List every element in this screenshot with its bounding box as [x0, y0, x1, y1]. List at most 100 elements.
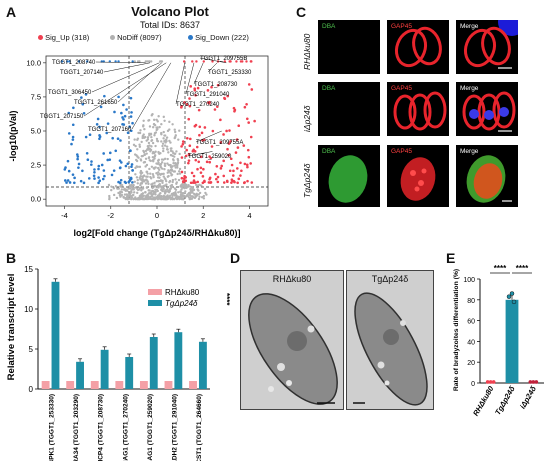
volcano-point — [250, 60, 252, 62]
volcano-point — [130, 191, 132, 193]
volcano-point — [133, 138, 135, 140]
volcano-xtick-label: 0 — [155, 211, 159, 220]
volcano-point — [117, 192, 119, 194]
volcano-point — [214, 173, 217, 176]
volcano-point — [160, 195, 162, 197]
volcano-point — [179, 198, 181, 200]
volcano-point — [139, 184, 141, 186]
volcano-point — [247, 156, 250, 159]
volcano-point — [131, 181, 134, 184]
volcano-point — [152, 142, 154, 144]
volcano-point — [63, 168, 66, 171]
volcano-point — [97, 118, 100, 121]
volcano-point — [152, 126, 154, 128]
volcano-point — [93, 168, 96, 171]
volcano-point — [143, 195, 145, 197]
volcano-point — [136, 188, 138, 190]
volcano-point — [176, 166, 178, 168]
volcano-point — [209, 176, 212, 179]
volcano-point — [172, 179, 174, 181]
bare-y-axis: 0 20 40 60 80 100 — [463, 277, 544, 388]
volcano-leader — [104, 63, 150, 72]
volcano-point — [161, 145, 163, 147]
volcano-point — [220, 167, 223, 170]
em-right: TgΔp24δ — [346, 270, 434, 410]
volcano-point — [192, 149, 195, 152]
volcano-point — [183, 195, 185, 197]
volcano-point — [206, 161, 209, 164]
volcano-point — [138, 60, 140, 62]
bare-ytick-label: 80 — [467, 298, 475, 305]
volcano-ytick-label: 10.0 — [26, 58, 41, 67]
volcano-point — [205, 193, 207, 195]
volcano-point — [171, 165, 173, 167]
volcano-point — [72, 123, 75, 126]
volcano-point — [72, 173, 75, 176]
volcano-point — [175, 134, 177, 136]
barb-category-label: LDH2 (TGGT1_291040) — [171, 394, 178, 461]
volcano-point — [139, 129, 141, 131]
volcano-point — [130, 97, 133, 100]
volcano-point — [182, 192, 184, 194]
volcano-point — [167, 151, 169, 153]
volcano-point — [97, 176, 100, 179]
volcano-point — [154, 132, 156, 134]
volcano-point — [150, 195, 152, 197]
volcano-point — [163, 116, 165, 118]
volcano-point — [72, 138, 75, 141]
volcano-ytick-label: 7.5 — [31, 92, 41, 101]
volcano-point — [215, 178, 218, 181]
barb-bar — [165, 381, 173, 389]
volcano-point — [175, 189, 177, 191]
transcript-bar-chart: Relative transcript level 0 5 10 15 BPK1 (T… — [0, 255, 235, 461]
volcano-point — [187, 162, 190, 165]
volcano-point — [247, 149, 250, 152]
volcano-point — [149, 125, 151, 127]
volcano-point — [232, 174, 235, 177]
volcano-point — [86, 152, 89, 155]
r1-gap45-cells — [387, 20, 449, 74]
volcano-xlabel: log2[Fold change (TgΔp24δ/RHΔku80)] — [74, 228, 241, 238]
bare-datapoint — [492, 380, 496, 384]
volcano-point — [111, 137, 114, 140]
barb-bar — [150, 337, 158, 389]
volcano-point — [139, 166, 141, 168]
bare-datapoint — [510, 292, 514, 296]
volcano-point — [166, 145, 168, 147]
volcano-point — [103, 175, 106, 178]
volcano-point — [163, 168, 165, 170]
volcano-point — [178, 130, 180, 132]
volcano-point — [120, 179, 123, 182]
volcano-point — [171, 150, 173, 152]
volcano-point — [174, 164, 176, 166]
micro-r3-dba: DBA — [318, 145, 380, 207]
volcano-point — [181, 171, 184, 174]
volcano-point — [160, 123, 162, 125]
bare-sig-2: **** — [516, 264, 529, 273]
volcano-point — [172, 159, 174, 161]
volcano-point — [131, 188, 133, 190]
volcano-point — [194, 197, 196, 199]
volcano-gene-label: TGGT1_291040 — [186, 92, 230, 98]
volcano-point — [118, 187, 120, 189]
volcano-point — [143, 128, 145, 130]
volcano-point — [72, 136, 75, 139]
volcano-point — [134, 60, 136, 62]
volcano-point — [150, 145, 152, 147]
volcano-ytick-label: 0.0 — [31, 195, 41, 204]
barb-category-label: BPK1 (TGGT1_253330) — [49, 394, 56, 461]
volcano-point — [194, 125, 197, 128]
volcano-point — [166, 190, 168, 192]
barb-significance: **** — [222, 293, 231, 306]
volcano-xtick-label: -2 — [107, 211, 114, 220]
volcano-point — [204, 188, 206, 190]
volcano-point — [120, 112, 123, 115]
volcano-point — [122, 123, 125, 126]
volcano-point — [126, 193, 128, 195]
barb-legend-rh: RHΔku80 — [165, 288, 200, 297]
volcano-point — [119, 166, 122, 169]
volcano-point — [176, 163, 178, 165]
volcano-point — [160, 189, 162, 191]
volcano-total-ids: Total IDs: 8637 — [110, 20, 230, 30]
volcano-point — [137, 179, 139, 181]
